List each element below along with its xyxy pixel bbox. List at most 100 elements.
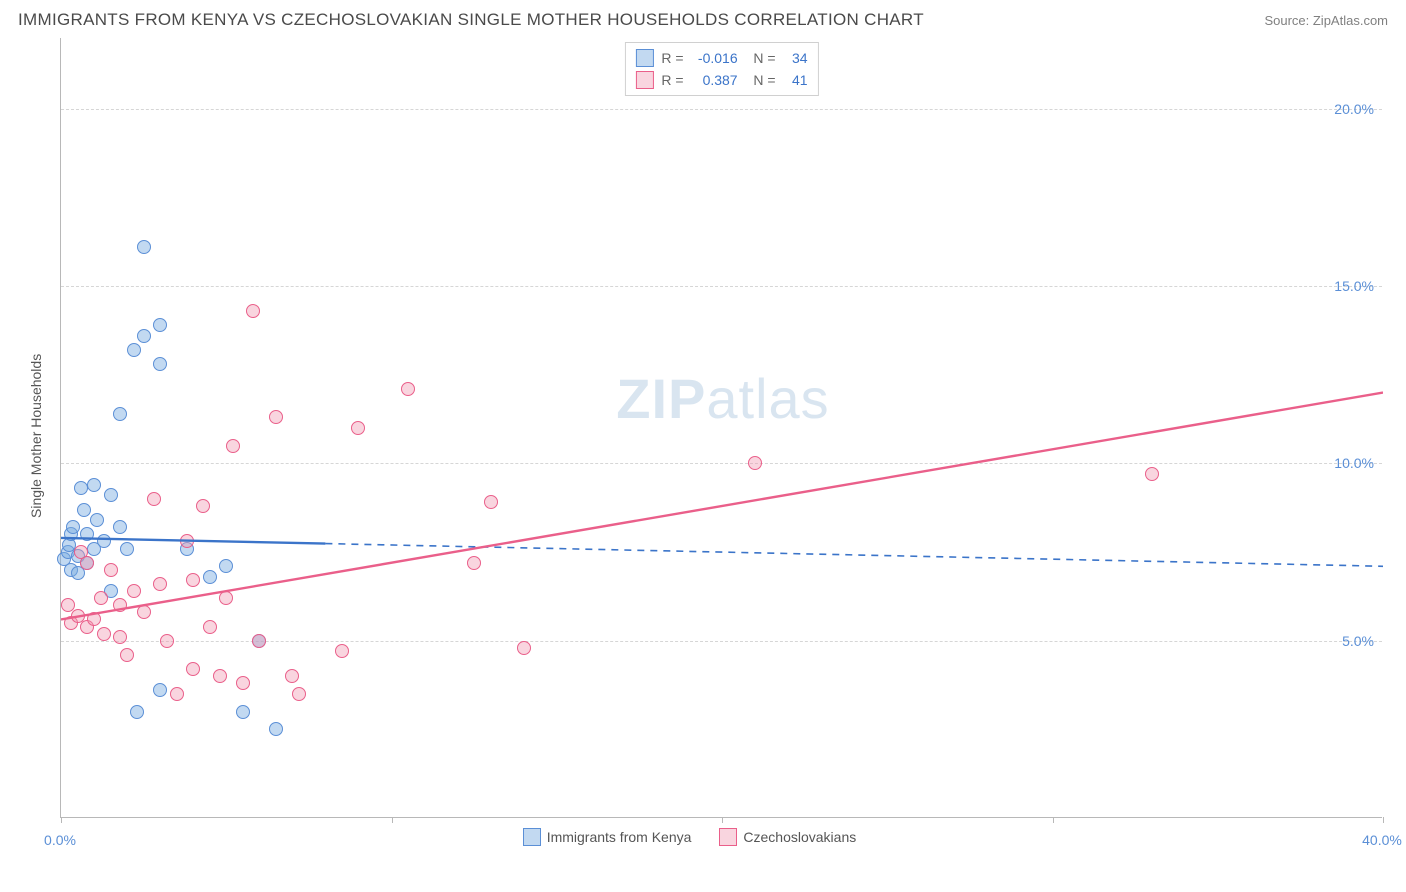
r-value: 0.387 <box>692 69 738 91</box>
chart-header: IMMIGRANTS FROM KENYA VS CZECHOSLOVAKIAN… <box>0 0 1406 38</box>
czech-point <box>335 644 349 658</box>
czech-legend-swatch <box>719 828 737 846</box>
czech-point <box>484 495 498 509</box>
y-tick-label: 20.0% <box>1334 101 1374 117</box>
gridline <box>61 463 1382 464</box>
czech-trend-solid <box>61 393 1383 620</box>
watermark: ZIPatlas <box>616 366 829 431</box>
kenya-point <box>120 542 134 556</box>
kenya-point <box>219 559 233 573</box>
kenya-point <box>153 318 167 332</box>
kenya-point <box>104 488 118 502</box>
kenya-point <box>66 520 80 534</box>
legend-label: Immigrants from Kenya <box>547 829 692 845</box>
czech-point <box>94 591 108 605</box>
correlation-legend: R = -0.016 N = 34 R = 0.387 N = 41 <box>624 42 818 96</box>
r-label: R = <box>661 47 683 69</box>
czech-point <box>517 641 531 655</box>
kenya-point <box>77 503 91 517</box>
n-label: N = <box>746 69 776 91</box>
czech-point <box>113 630 127 644</box>
kenya-point <box>71 566 85 580</box>
series-legend: Immigrants from Kenya Czechoslovakians <box>523 828 857 846</box>
czech-point <box>80 556 94 570</box>
chart-title: IMMIGRANTS FROM KENYA VS CZECHOSLOVAKIAN… <box>18 10 924 30</box>
trend-lines <box>61 38 1383 818</box>
czech-point <box>351 421 365 435</box>
kenya-point <box>113 407 127 421</box>
czech-point <box>203 620 217 634</box>
x-tick <box>1383 817 1384 823</box>
chart-container: 5.0% 10.0% 15.0% 20.0% ZIPatlas R = -0.016 N =… <box>14 38 1392 878</box>
x-tick <box>1053 817 1054 823</box>
czech-point <box>120 648 134 662</box>
r-value: -0.016 <box>692 47 738 69</box>
y-axis-title: Single Mother Households <box>28 354 44 518</box>
czech-point <box>147 492 161 506</box>
y-tick-label: 5.0% <box>1342 633 1374 649</box>
czech-point <box>401 382 415 396</box>
czech-point <box>292 687 306 701</box>
kenya-swatch <box>635 49 653 67</box>
kenya-point <box>153 683 167 697</box>
r-label: R = <box>661 69 683 91</box>
kenya-legend-swatch <box>523 828 541 846</box>
x-tick-label-left: 0.0% <box>44 832 76 848</box>
czech-point <box>87 612 101 626</box>
czech-point <box>226 439 240 453</box>
kenya-point <box>80 527 94 541</box>
x-tick <box>722 817 723 823</box>
czech-point <box>285 669 299 683</box>
czech-point <box>104 563 118 577</box>
kenya-point <box>203 570 217 584</box>
x-tick <box>61 817 62 823</box>
kenya-point <box>127 343 141 357</box>
czech-point <box>252 634 266 648</box>
legend-item-kenya: Immigrants from Kenya <box>523 828 692 846</box>
plot-area: 5.0% 10.0% 15.0% 20.0% ZIPatlas R = -0.016 N =… <box>60 38 1382 818</box>
czech-point <box>127 584 141 598</box>
czech-point <box>113 598 127 612</box>
kenya-point <box>90 513 104 527</box>
czech-point <box>97 627 111 641</box>
n-value: 34 <box>784 47 808 69</box>
correlation-row-kenya: R = -0.016 N = 34 <box>635 47 807 69</box>
czech-point <box>160 634 174 648</box>
n-label: N = <box>746 47 776 69</box>
czech-swatch <box>635 71 653 89</box>
kenya-point <box>97 534 111 548</box>
gridline <box>61 286 1382 287</box>
czech-point <box>153 577 167 591</box>
czech-point <box>748 456 762 470</box>
czech-point <box>180 534 194 548</box>
czech-point <box>170 687 184 701</box>
kenya-point <box>153 357 167 371</box>
x-tick <box>392 817 393 823</box>
czech-point <box>219 591 233 605</box>
kenya-point <box>137 329 151 343</box>
kenya-point <box>113 520 127 534</box>
kenya-point <box>74 481 88 495</box>
kenya-point <box>137 240 151 254</box>
x-tick-label-right: 40.0% <box>1362 832 1402 848</box>
czech-point <box>236 676 250 690</box>
czech-point <box>246 304 260 318</box>
kenya-point <box>236 705 250 719</box>
czech-point <box>213 669 227 683</box>
y-tick-label: 15.0% <box>1334 278 1374 294</box>
czech-point <box>186 662 200 676</box>
czech-point <box>137 605 151 619</box>
czech-point <box>186 573 200 587</box>
czech-point <box>467 556 481 570</box>
kenya-point <box>130 705 144 719</box>
legend-label: Czechoslovakians <box>743 829 856 845</box>
czech-point <box>196 499 210 513</box>
correlation-row-czech: R = 0.387 N = 41 <box>635 69 807 91</box>
czech-point <box>1145 467 1159 481</box>
kenya-trend-dashed <box>325 544 1383 567</box>
y-tick-label: 10.0% <box>1334 455 1374 471</box>
chart-source: Source: ZipAtlas.com <box>1264 13 1388 28</box>
kenya-point <box>87 478 101 492</box>
n-value: 41 <box>784 69 808 91</box>
czech-point <box>269 410 283 424</box>
